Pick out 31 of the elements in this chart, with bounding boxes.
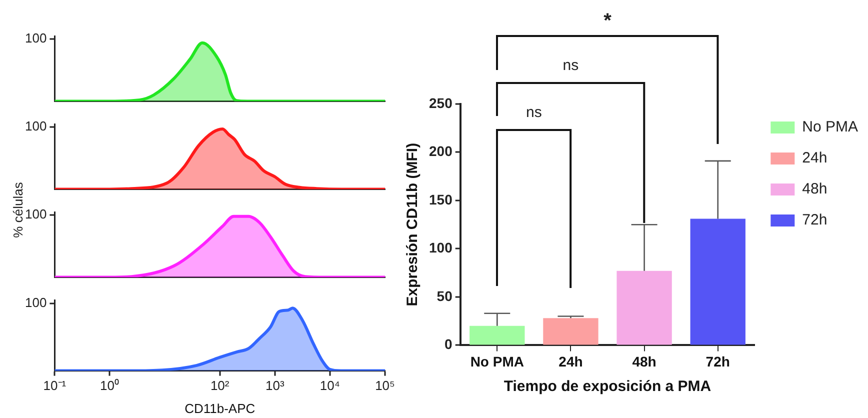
legend-label: No PMA: [802, 118, 858, 136]
x-tick-label: 10⁵: [375, 378, 395, 394]
y-tick-label: 100: [24, 294, 47, 310]
y-tick-label: 0: [444, 336, 453, 352]
legend-label: 72h: [802, 212, 828, 229]
y-tick-label: 150: [429, 191, 453, 208]
y-tick-label: 100: [24, 118, 47, 134]
y-tick-label: 100: [24, 206, 47, 222]
x-tick-label: 10⁴: [320, 378, 340, 394]
x-tick-label: No PMA: [470, 353, 524, 370]
legend-label: 24h: [802, 150, 828, 167]
x-tick-label: 24h: [558, 353, 583, 370]
x-tick-label: 48h: [632, 353, 656, 370]
y-axis-title: % células: [10, 182, 26, 238]
legend-label: 48h: [802, 180, 828, 198]
x-tick-label: 10³: [266, 378, 285, 394]
x-tick-label: 10⁻¹: [43, 378, 67, 394]
y-tick-label: 100: [429, 240, 453, 256]
y-tick-label: 50: [436, 288, 453, 304]
x-axis-title: CD11b-APC: [184, 400, 256, 416]
x-tick-label: 72h: [706, 353, 730, 370]
y-tick-label: 200: [429, 143, 453, 160]
text: *: [602, 10, 612, 33]
y-axis-title: Expresión CD11b (MFI): [404, 142, 422, 306]
x-axis-title: Tiempo de exposición a PMA: [504, 378, 712, 396]
x-tick-label: 10²: [210, 378, 230, 394]
annotation: ns: [525, 104, 543, 121]
text: ns: [562, 57, 580, 74]
y-tick-label: 100: [24, 30, 47, 46]
y-tick-label: 250: [429, 94, 453, 111]
x-tick-label: 10⁰: [100, 378, 120, 394]
